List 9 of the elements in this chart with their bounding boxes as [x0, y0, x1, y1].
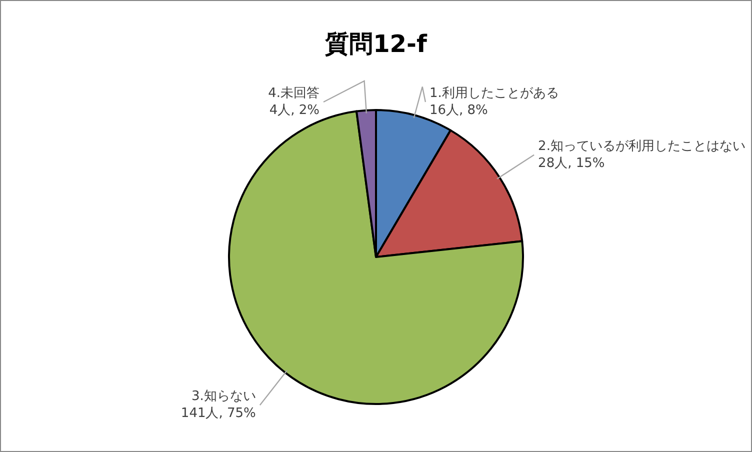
slice-label: 3.知らない	[192, 389, 256, 404]
data-label: 28人, 15%	[538, 156, 605, 171]
chart-title: 質問12-f	[324, 30, 428, 58]
data-label: 141人, 75%	[180, 406, 256, 422]
data-label: 4人, 2%	[269, 103, 320, 118]
slice-label: 4.未回答	[268, 86, 320, 101]
data-label: 16人, 8%	[429, 103, 488, 118]
slice-label: 2.知っているが利用したことはない	[538, 138, 746, 154]
slice-label: 1.利用したことがある	[429, 86, 559, 101]
